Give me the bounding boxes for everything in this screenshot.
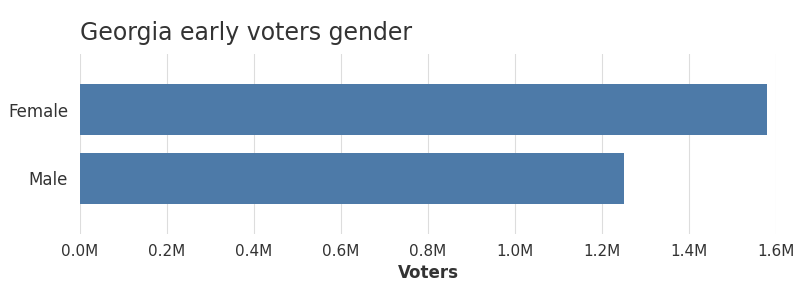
Bar	[80, 84, 767, 135]
X-axis label: Voters: Voters	[398, 264, 458, 282]
Bar	[80, 153, 624, 204]
Text: Georgia early voters gender: Georgia early voters gender	[80, 21, 412, 45]
